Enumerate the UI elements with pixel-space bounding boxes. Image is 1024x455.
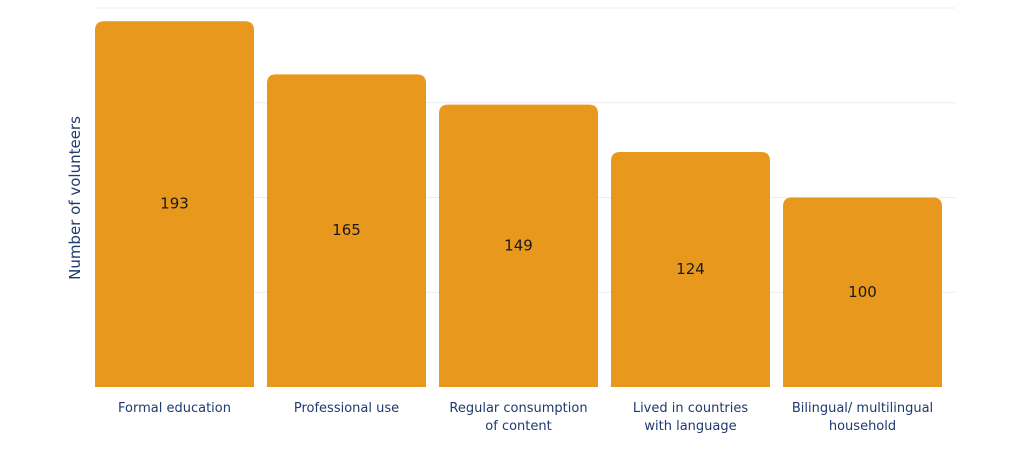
category-tick-labels: Formal education Professional use Regular … [118, 401, 933, 434]
x-tick-label-line: Formal education [118, 401, 231, 416]
x-tick-label-line: with language [644, 419, 736, 434]
x-tick-label: Bilingual/ multilingual household [792, 401, 933, 434]
bars [95, 21, 942, 388]
y-axis-title: Number of volunteers [66, 116, 84, 280]
bar-value-label: 100 [848, 283, 877, 301]
bar [611, 152, 770, 387]
x-tick-label-line: Bilingual/ multilingual [792, 401, 933, 416]
bar-value-label: 124 [676, 260, 705, 278]
bar [267, 74, 426, 387]
bar-value-label: 165 [332, 221, 361, 239]
x-tick-label-line: Regular consumption [449, 401, 587, 416]
bar [95, 21, 254, 387]
x-tick-label-line: household [829, 419, 896, 434]
value-labels: 193 165 149 124 100 [160, 195, 877, 301]
x-tick-label: Regular consumption of content [449, 401, 587, 434]
bar [439, 104, 598, 388]
bar-value-label: 193 [160, 195, 189, 213]
x-tick-label-line: Professional use [294, 401, 399, 416]
x-tick-label: Professional use [294, 401, 399, 416]
x-tick-label-line: Lived in countries [633, 401, 749, 416]
x-tick-label: Formal education [118, 401, 231, 416]
x-tick-label-line: of content [485, 419, 551, 434]
bar [783, 197, 942, 387]
x-tick-label: Lived in countries with language [633, 401, 749, 434]
bar-value-label: 149 [504, 236, 533, 254]
